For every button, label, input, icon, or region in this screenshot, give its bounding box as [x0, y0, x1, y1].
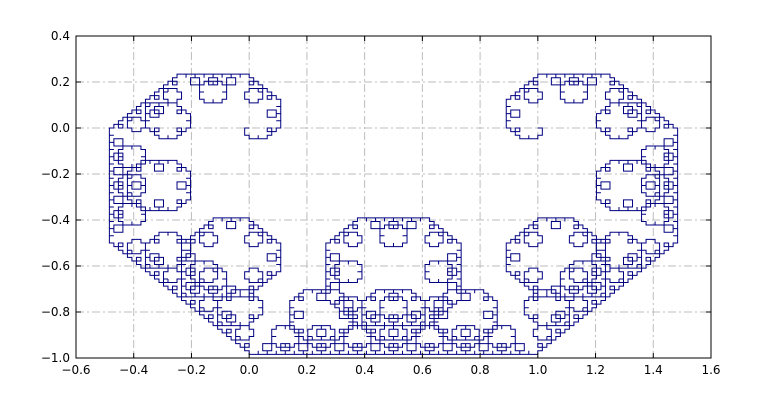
- x-tick-label: −0.6: [61, 363, 90, 377]
- x-tick-label: 0.0: [240, 363, 259, 377]
- x-tick-label: −0.2: [177, 363, 206, 377]
- x-tick-label: 0.8: [471, 363, 490, 377]
- y-tick-label: −0.2: [41, 167, 70, 181]
- y-tick-label: 0.4: [51, 29, 70, 43]
- x-tick-label: 1.2: [586, 363, 605, 377]
- y-tick-label: −0.6: [41, 259, 70, 273]
- x-tick-label: 1.6: [701, 363, 720, 377]
- y-tick-label: −0.8: [41, 305, 70, 319]
- x-tick-label: 1.4: [644, 363, 663, 377]
- x-tick-label: 0.2: [297, 363, 316, 377]
- y-tick-label: −0.4: [41, 213, 70, 227]
- x-tick-label: 0.4: [355, 363, 374, 377]
- y-tick-label: −1.0: [41, 351, 70, 365]
- y-tick-label: 0.2: [51, 75, 70, 89]
- x-tick-label: 1.0: [528, 363, 547, 377]
- x-tick-label: −0.4: [119, 363, 148, 377]
- x-tick-label: 0.6: [413, 363, 432, 377]
- y-tick-label: 0.0: [51, 121, 70, 135]
